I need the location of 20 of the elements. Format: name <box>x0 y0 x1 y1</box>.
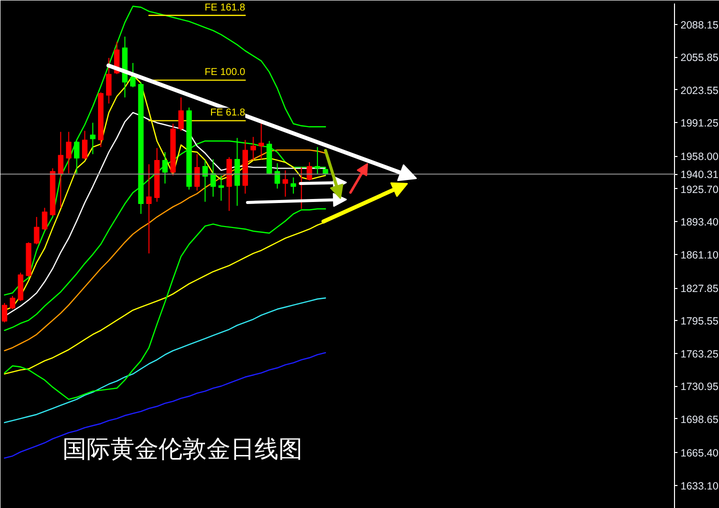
y-tick-label: 2023.55 <box>680 84 719 97</box>
y-tick-label: 1893.40 <box>680 216 719 229</box>
y-tick-label: 1958.00 <box>680 151 719 164</box>
y-tick-label: 2055.85 <box>680 52 719 64</box>
y-tick-label: 1665.40 <box>680 448 719 460</box>
text: 国际黄金伦敦金日线图 <box>62 435 303 464</box>
y-tick-label: 1698.65 <box>680 414 719 426</box>
y-tick-label: 1795.55 <box>680 316 719 328</box>
ref-line-label: 1940.31 <box>680 169 719 182</box>
y-tick-label: 1925.70 <box>680 184 719 196</box>
y-tick-label: 2088.15 <box>680 19 719 32</box>
y-tick-label: 1827.85 <box>680 283 719 296</box>
y-tick-label: 1763.25 <box>680 348 719 360</box>
series-label: FE 61.8 <box>210 108 246 119</box>
y-tick-label: 1730.95 <box>680 381 719 394</box>
y-tick-label: 1861.10 <box>680 249 719 262</box>
y-tick-label: 1633.10 <box>680 480 719 492</box>
y-tick-label: 1991.25 <box>680 117 719 130</box>
series-label: FE 161.8 <box>204 2 246 14</box>
series-label: FE 100.0 <box>204 67 246 78</box>
